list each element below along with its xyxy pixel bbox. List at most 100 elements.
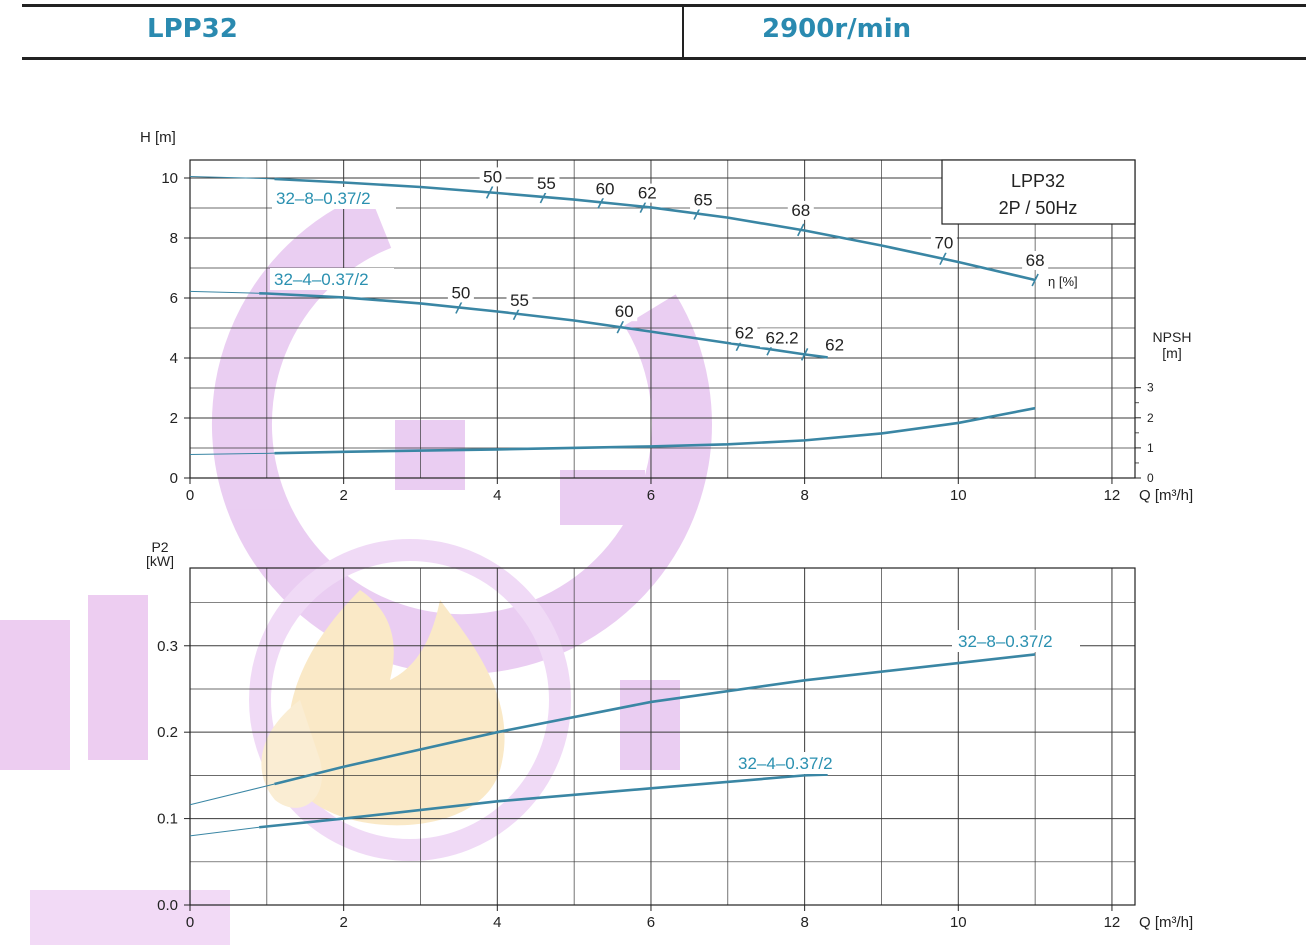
info-box-frequency: 2P / 50Hz bbox=[999, 198, 1078, 218]
y-tick-label: 6 bbox=[170, 290, 178, 307]
x-tick-label: 10 bbox=[950, 914, 967, 931]
series-label-bg bbox=[952, 630, 1080, 652]
efficiency-label-bg bbox=[634, 183, 661, 203]
efficiency-label-bg bbox=[787, 200, 814, 220]
y-tick-label: 4 bbox=[170, 350, 178, 367]
watermark-logo bbox=[0, 192, 712, 945]
head-curve-32-8-extension bbox=[189, 176, 275, 180]
y-axis-label: [kW] bbox=[146, 553, 174, 569]
eta-label-bg bbox=[1042, 271, 1092, 291]
efficiency-label: 65 bbox=[694, 191, 713, 210]
watermark-flame bbox=[261, 700, 322, 808]
x-tick-label: 4 bbox=[493, 487, 501, 504]
efficiency-label-bg bbox=[760, 328, 805, 348]
x-tick-label: 8 bbox=[800, 914, 808, 931]
npsh-curve bbox=[274, 406, 1036, 455]
x-tick-label: 12 bbox=[1104, 914, 1121, 931]
efficiency-tick bbox=[797, 223, 805, 237]
power-label-32-8: 32–8–0.37/2 bbox=[958, 632, 1053, 651]
efficiency-label: 50 bbox=[451, 283, 470, 302]
npsh-tick-label: 1 bbox=[1147, 441, 1154, 455]
efficiency-label: 60 bbox=[596, 179, 615, 198]
x-tick-label: 12 bbox=[1104, 487, 1121, 504]
watermark-gear-tooth bbox=[620, 680, 680, 770]
watermark-gear-tooth bbox=[395, 420, 465, 490]
efficiency-tick bbox=[1031, 273, 1039, 287]
x-axis-label: Q [m³/h] bbox=[1139, 914, 1193, 931]
power-curve-32-4 bbox=[259, 773, 828, 829]
header: LPP32 2900r/min bbox=[0, 0, 1306, 70]
watermark-gear-tooth bbox=[560, 470, 645, 525]
npsh-curve-extension bbox=[189, 452, 275, 456]
efficiency-label-bg bbox=[1022, 251, 1049, 270]
x-tick-label: 0 bbox=[186, 914, 194, 931]
efficiency-tick bbox=[455, 301, 463, 314]
power-curve-32-4-extension bbox=[189, 826, 260, 837]
y-tick-label: 0.0 bbox=[157, 897, 178, 914]
efficiency-label: 62 bbox=[638, 184, 657, 203]
x-axis-label: Q [m³/h] bbox=[1139, 487, 1193, 504]
watermark-letter bbox=[88, 595, 148, 760]
npsh-tick-label: 3 bbox=[1147, 381, 1154, 395]
series-label-bg bbox=[272, 187, 396, 209]
watermark-ring bbox=[249, 539, 571, 861]
x-tick-label: 0 bbox=[186, 487, 194, 504]
x-tick-label: 2 bbox=[339, 914, 347, 931]
y-tick-label: 8 bbox=[170, 230, 178, 247]
efficiency-label: 62.2 bbox=[766, 328, 799, 347]
y-tick-label: 2 bbox=[170, 410, 178, 427]
efficiency-label: 62 bbox=[735, 324, 754, 343]
efficiency-label: 68 bbox=[791, 201, 810, 220]
npsh-axis-label: NPSH bbox=[1153, 329, 1192, 345]
series-label-32-4: 32–4–0.37/2 bbox=[274, 270, 369, 289]
efficiency-label: 62 bbox=[825, 335, 844, 354]
efficiency-unit-label: η [%] bbox=[1048, 274, 1078, 289]
x-tick-label: 2 bbox=[339, 487, 347, 504]
efficiency-tick bbox=[800, 348, 809, 361]
x-tick-label: 4 bbox=[493, 914, 501, 931]
power-chart: 0 2 4 6 8 10 12 0.0 0.1 0.2 0.3 P2[kW] Q [m³/h] 32–8–… bbox=[146, 539, 1193, 931]
power-curve-32-8 bbox=[274, 653, 1036, 786]
efficiency-label-bg bbox=[821, 335, 848, 355]
efficiency-label: 60 bbox=[615, 302, 634, 321]
model-title: LPP32 bbox=[147, 14, 238, 44]
y-tick-label: 0 bbox=[170, 470, 178, 487]
efficiency-label-bg bbox=[506, 290, 533, 310]
series-label-bg bbox=[732, 752, 860, 774]
y-axis-label: H [m] bbox=[140, 129, 176, 146]
info-box bbox=[941, 159, 1136, 225]
y-tick-label: 0.1 bbox=[157, 811, 178, 828]
efficiency-label: 70 bbox=[934, 234, 953, 253]
y-tick-label: 0.2 bbox=[157, 724, 178, 741]
x-tick-label: 10 bbox=[950, 487, 967, 504]
header-bottom-rule bbox=[22, 57, 1306, 60]
y-axis-label: P2 bbox=[151, 539, 168, 555]
npsh-axis-label: [m] bbox=[1162, 345, 1181, 361]
efficiency-label-bg bbox=[930, 233, 957, 253]
watermark-gear bbox=[211, 192, 712, 675]
npsh-tick-label: 2 bbox=[1147, 411, 1154, 425]
efficiency-label: 55 bbox=[510, 291, 529, 310]
efficiency-tick bbox=[939, 252, 947, 266]
series-label-32-8: 32–8–0.37/2 bbox=[276, 189, 371, 208]
efficiency-label: 50 bbox=[483, 167, 502, 186]
efficiency-tick bbox=[616, 320, 624, 334]
y-tick-label: 10 bbox=[161, 170, 178, 187]
efficiency-label-bg bbox=[592, 179, 619, 199]
head-curve-32-4 bbox=[259, 291, 828, 359]
x-tick-label: 6 bbox=[647, 914, 655, 931]
info-box-model: LPP32 bbox=[1011, 171, 1065, 191]
efficiency-label-bg bbox=[611, 302, 638, 322]
watermark-letter bbox=[30, 890, 230, 945]
x-tick-label: 6 bbox=[647, 487, 655, 504]
watermark-letter bbox=[0, 620, 70, 770]
efficiency-label-bg bbox=[533, 173, 560, 193]
efficiency-tick bbox=[485, 186, 494, 199]
power-label-32-4: 32–4–0.37/2 bbox=[738, 754, 833, 773]
x-tick-label: 8 bbox=[800, 487, 808, 504]
efficiency-label-bg bbox=[731, 323, 758, 343]
npsh-tick-label: 0 bbox=[1147, 471, 1154, 485]
header-divider bbox=[682, 4, 684, 60]
